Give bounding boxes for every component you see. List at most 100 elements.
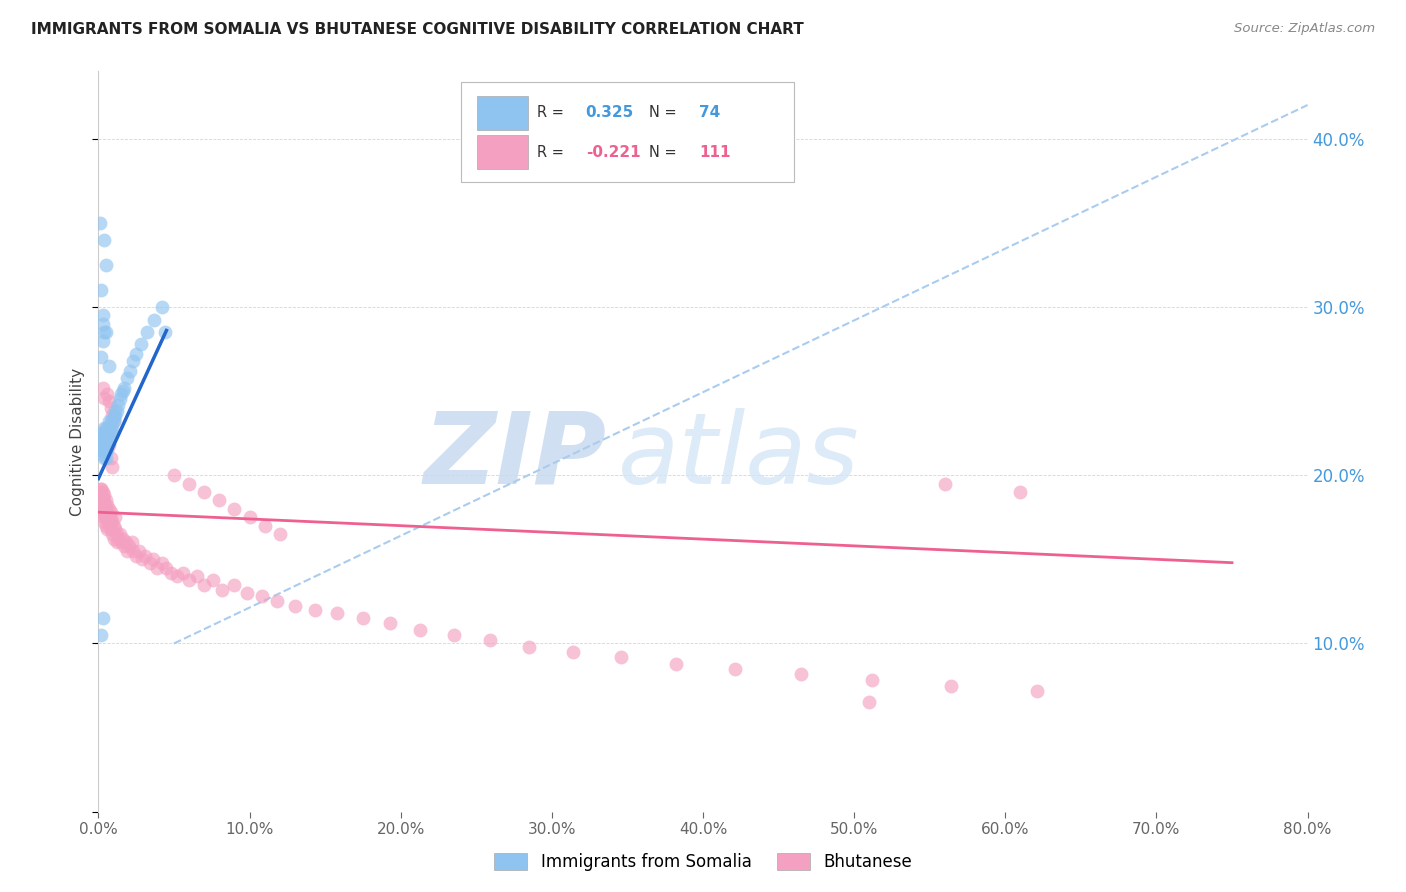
FancyBboxPatch shape bbox=[477, 95, 527, 130]
Text: IMMIGRANTS FROM SOMALIA VS BHUTANESE COGNITIVE DISABILITY CORRELATION CHART: IMMIGRANTS FROM SOMALIA VS BHUTANESE COG… bbox=[31, 22, 804, 37]
Point bbox=[96, 438, 118, 452]
Point bbox=[115, 370, 138, 384]
Text: 74: 74 bbox=[699, 105, 721, 120]
Point bbox=[96, 431, 118, 445]
Point bbox=[179, 573, 201, 587]
Point bbox=[94, 426, 117, 441]
Point bbox=[562, 645, 585, 659]
Point bbox=[104, 510, 127, 524]
Point bbox=[96, 510, 118, 524]
Point bbox=[94, 442, 117, 457]
Point bbox=[100, 421, 122, 435]
Point bbox=[110, 535, 132, 549]
Point bbox=[239, 510, 262, 524]
Point bbox=[98, 501, 121, 516]
Point bbox=[94, 434, 117, 449]
Point bbox=[98, 426, 121, 441]
Point bbox=[107, 398, 129, 412]
Point bbox=[90, 628, 112, 642]
Text: N =: N = bbox=[648, 105, 676, 120]
Point bbox=[443, 628, 465, 642]
Point bbox=[94, 518, 117, 533]
Point bbox=[128, 544, 150, 558]
Point bbox=[90, 442, 112, 457]
Point bbox=[94, 431, 117, 445]
Point bbox=[93, 431, 115, 445]
Point bbox=[91, 485, 114, 500]
Point bbox=[101, 516, 124, 530]
Point bbox=[934, 476, 956, 491]
FancyBboxPatch shape bbox=[477, 135, 527, 169]
Point bbox=[93, 391, 115, 405]
Point bbox=[100, 505, 122, 519]
Point bbox=[91, 611, 114, 625]
Point bbox=[91, 426, 114, 441]
Point bbox=[114, 535, 136, 549]
Point bbox=[193, 577, 215, 591]
Point bbox=[143, 313, 166, 327]
Point bbox=[91, 334, 114, 348]
Point bbox=[193, 485, 215, 500]
Point bbox=[610, 649, 633, 664]
Point bbox=[89, 434, 111, 449]
Point bbox=[100, 522, 122, 536]
Point bbox=[93, 488, 115, 502]
Point bbox=[91, 434, 114, 449]
Point bbox=[98, 414, 121, 428]
Point bbox=[90, 505, 112, 519]
Point bbox=[93, 442, 115, 457]
Point bbox=[100, 401, 122, 415]
Point bbox=[101, 421, 124, 435]
Point bbox=[91, 491, 114, 506]
Point bbox=[94, 451, 117, 466]
Point bbox=[125, 549, 148, 563]
Point bbox=[94, 442, 117, 457]
Point bbox=[98, 359, 121, 373]
Point bbox=[90, 482, 112, 496]
Point bbox=[253, 518, 276, 533]
Point bbox=[90, 351, 112, 365]
Point bbox=[96, 442, 118, 457]
Point bbox=[94, 501, 117, 516]
Text: 0.325: 0.325 bbox=[586, 105, 634, 120]
Point bbox=[89, 485, 111, 500]
Point bbox=[101, 408, 124, 422]
Point bbox=[118, 539, 141, 553]
Point bbox=[91, 491, 114, 506]
Point bbox=[858, 695, 880, 709]
Point bbox=[269, 527, 291, 541]
Point bbox=[150, 300, 173, 314]
Point bbox=[89, 216, 111, 230]
Point bbox=[91, 442, 114, 457]
Point bbox=[91, 381, 114, 395]
Point bbox=[94, 258, 117, 272]
Point bbox=[90, 283, 112, 297]
Point bbox=[155, 560, 177, 574]
Point bbox=[90, 426, 112, 441]
Legend: Immigrants from Somalia, Bhutanese: Immigrants from Somalia, Bhutanese bbox=[485, 845, 921, 880]
Point bbox=[89, 442, 111, 457]
Point bbox=[96, 429, 118, 443]
Point bbox=[224, 501, 246, 516]
Point bbox=[90, 499, 112, 513]
Point bbox=[96, 522, 118, 536]
Point bbox=[110, 387, 132, 401]
Point bbox=[517, 640, 540, 654]
Point bbox=[153, 325, 176, 339]
Point bbox=[378, 616, 401, 631]
Point bbox=[166, 569, 188, 583]
Point bbox=[304, 603, 326, 617]
Y-axis label: Cognitive Disability: Cognitive Disability bbox=[69, 368, 84, 516]
Point bbox=[101, 459, 124, 474]
Point bbox=[98, 421, 121, 435]
Point bbox=[122, 544, 145, 558]
Point bbox=[93, 516, 115, 530]
Point bbox=[105, 404, 128, 418]
Point bbox=[790, 666, 813, 681]
Point bbox=[91, 317, 114, 331]
Point bbox=[91, 431, 114, 445]
Point bbox=[94, 510, 117, 524]
Point bbox=[96, 387, 118, 401]
Point bbox=[665, 657, 688, 671]
Point bbox=[150, 556, 173, 570]
